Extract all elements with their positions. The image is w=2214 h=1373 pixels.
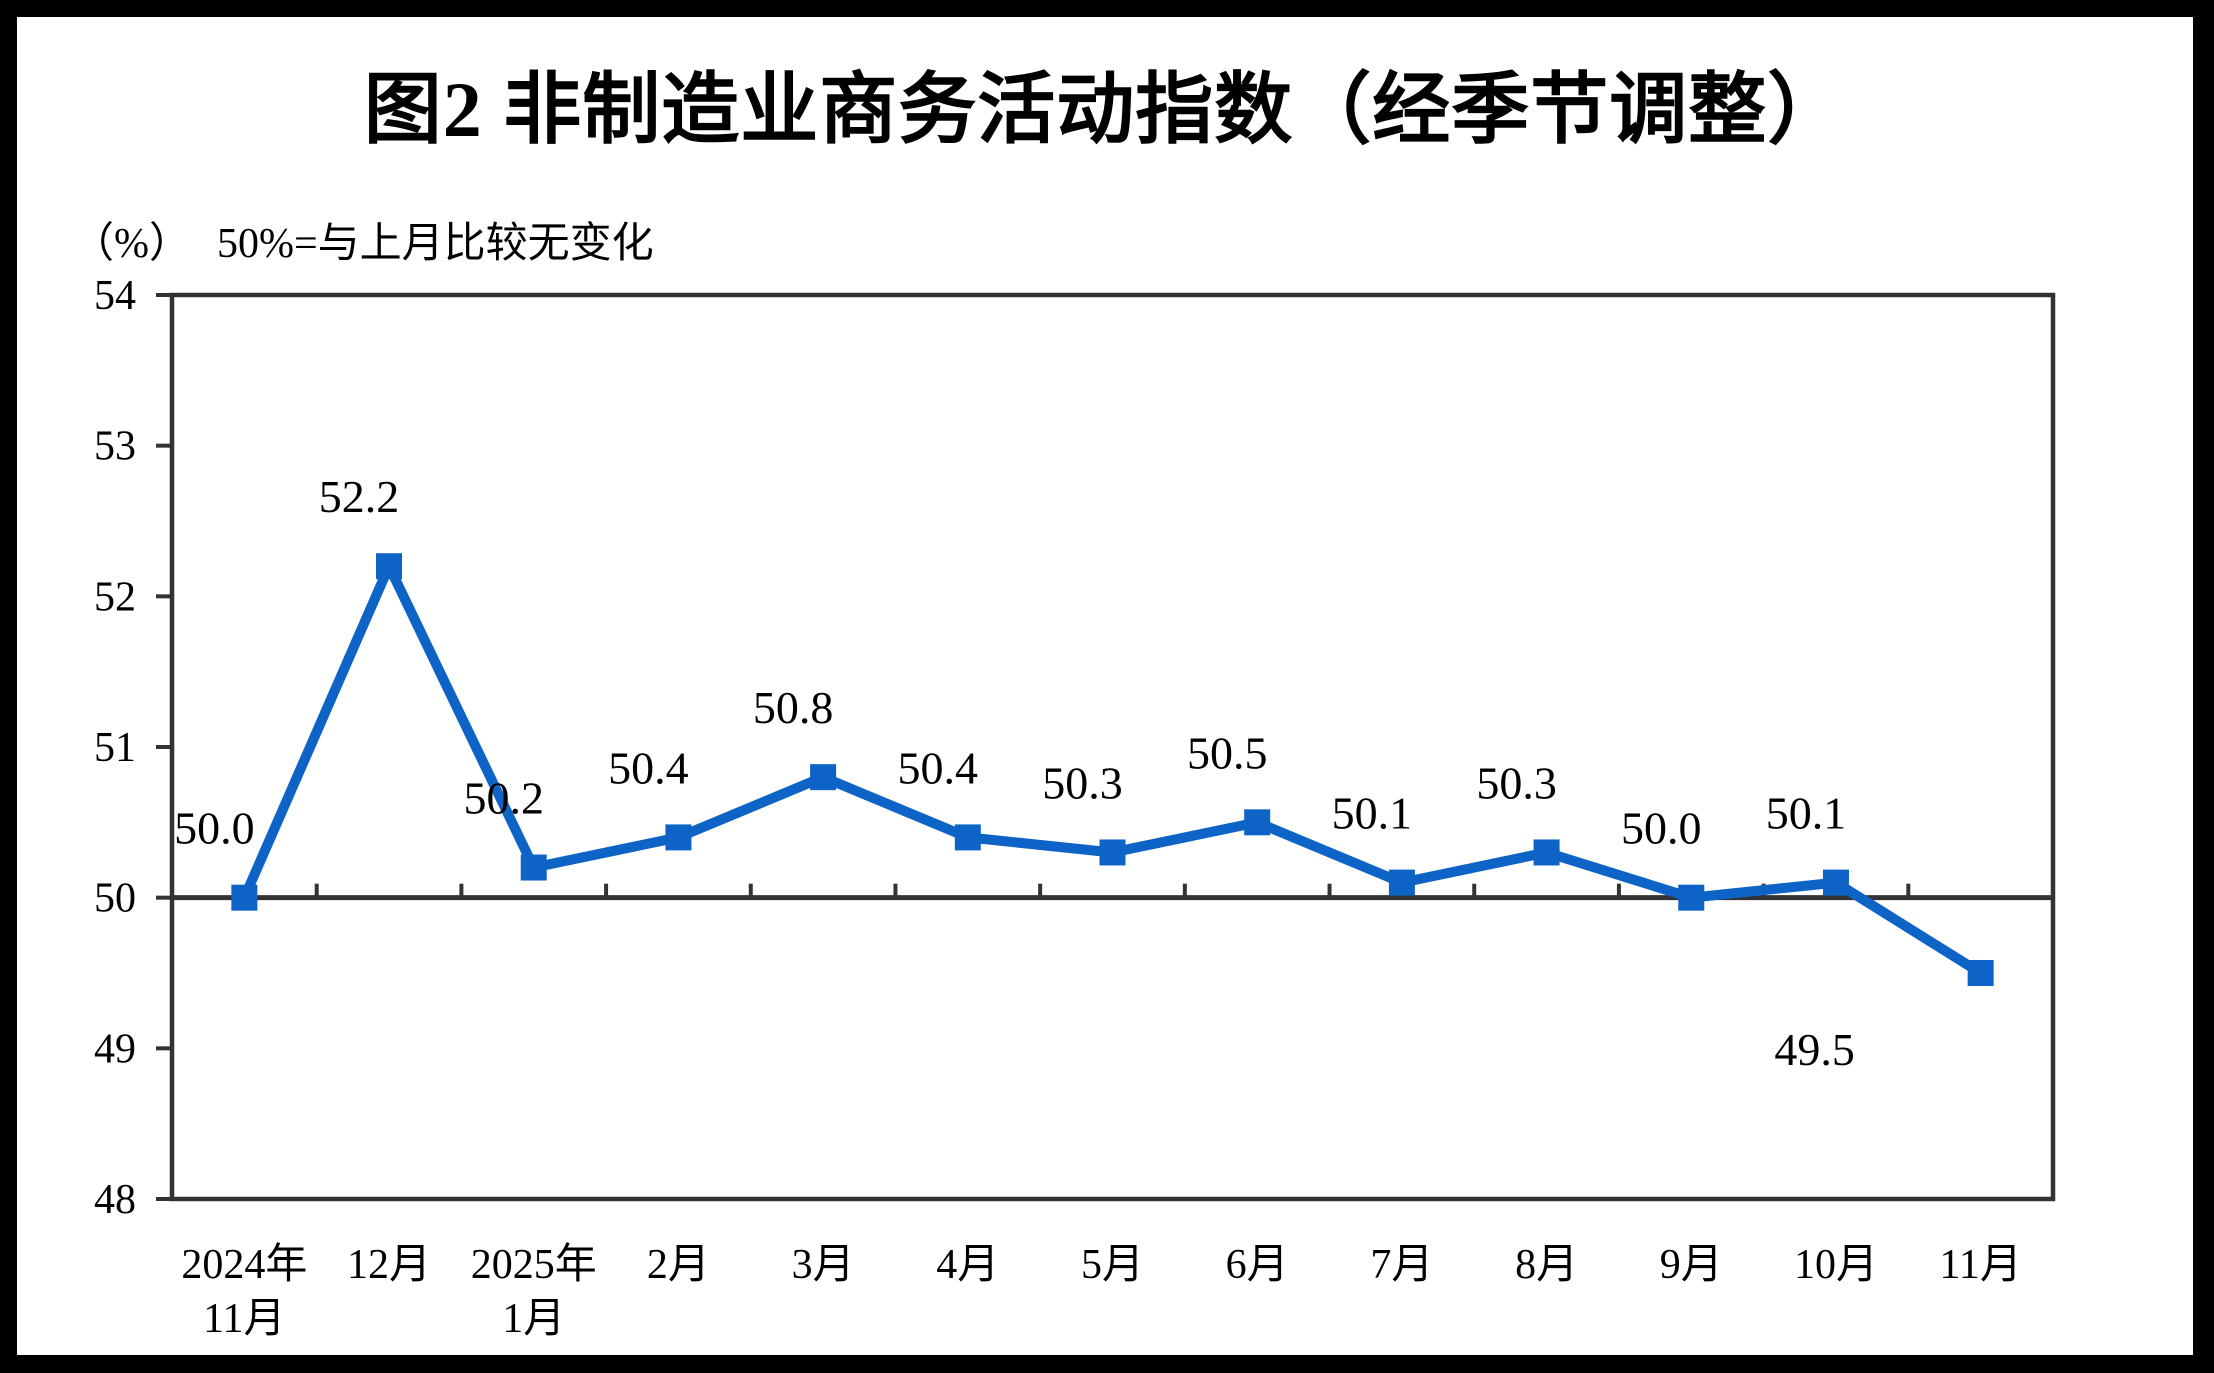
reference-note: 50%=与上月比较无变化 [217, 221, 654, 267]
x-category-label: 11月 [1939, 1242, 2021, 1288]
data-point-label: 50.0 [174, 803, 255, 854]
data-point-marker [520, 854, 547, 881]
data-point-marker [1099, 839, 1126, 866]
x-category-label: 2025年 1月 [471, 1241, 597, 1342]
x-category-label: 3月 [792, 1242, 855, 1288]
x-category-label: 2月 [647, 1242, 710, 1288]
x-category-label: 7月 [1370, 1242, 1433, 1288]
x-category-label: 12月 [347, 1242, 431, 1288]
data-point-label: 50.1 [1766, 788, 1847, 839]
chart-title: 图2 非制造业商务活动指数（经季节调整） [363, 66, 1847, 153]
axis-unit-note: （%） 50%=与上月比较无变化 [72, 209, 654, 270]
data-point-marker [954, 824, 981, 851]
data-point-marker [1822, 869, 1849, 896]
x-category-label: 10月 [1794, 1242, 1878, 1288]
data-point-label: 50.2 [463, 773, 544, 824]
data-point-label: 50.4 [608, 742, 689, 793]
data-point-marker [376, 553, 403, 580]
data-point-label: 50.5 [1187, 727, 1268, 778]
data-point-label: 50.1 [1332, 788, 1413, 839]
data-point-label: 50.3 [1042, 757, 1123, 808]
y-tick-label: 54 [94, 273, 136, 319]
x-category-label: 9月 [1660, 1242, 1723, 1288]
x-category-label: 8月 [1515, 1242, 1578, 1288]
data-point-marker [1388, 869, 1415, 896]
chart-canvas: 图2 非制造业商务活动指数（经季节调整） （%） 50%=与上月比较无变化 48 4… [17, 17, 2193, 1355]
plot-frame [169, 292, 2056, 1202]
y-tick-label: 51 [94, 725, 136, 771]
data-point-marker [1244, 809, 1271, 836]
x-category-label: 5月 [1081, 1242, 1144, 1288]
y-tick-label: 49 [94, 1026, 136, 1072]
x-category-label: 6月 [1226, 1242, 1289, 1288]
y-axis-unit-label: （%） [72, 221, 191, 267]
y-tick-label: 50 [94, 876, 136, 922]
x-category-label: 2024年 11月 [181, 1241, 307, 1342]
data-point-label: 50.0 [1621, 803, 1702, 854]
y-tick-label: 48 [94, 1177, 136, 1223]
data-point-label: 50.8 [753, 682, 834, 733]
data-point-marker [810, 764, 837, 791]
plot-svg: 48 49 50 51 52 53 54 50.0 52.2 50.2 50.4 50.8 50.4 50… [94, 273, 2056, 1342]
data-point-marker [1967, 960, 1994, 986]
data-point-label: 49.5 [1774, 1024, 1855, 1075]
data-point-label: 50.4 [898, 742, 979, 793]
data-point-label: 50.3 [1476, 757, 1557, 808]
data-point-marker [231, 884, 258, 911]
y-tick-label: 53 [94, 424, 136, 470]
y-tick-label: 52 [94, 574, 136, 620]
x-category-label: 4月 [936, 1242, 999, 1288]
data-point-marker [1678, 884, 1705, 911]
data-point-marker [665, 824, 692, 851]
data-point-label: 52.2 [319, 471, 400, 522]
data-point-marker [1533, 839, 1560, 866]
